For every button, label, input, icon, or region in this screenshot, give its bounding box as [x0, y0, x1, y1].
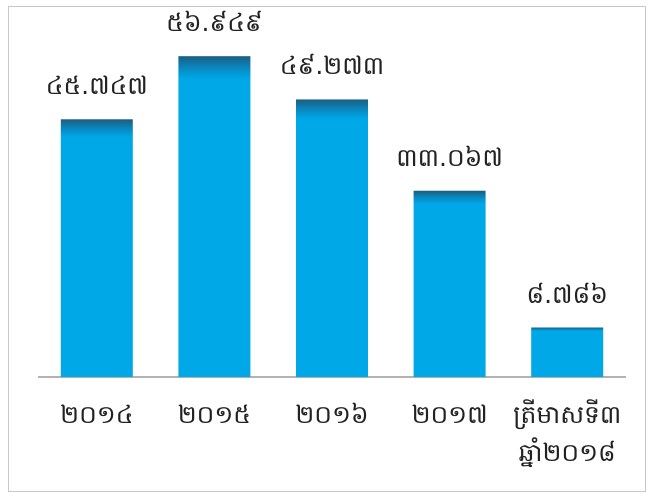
- bar: [178, 56, 251, 377]
- chart-frame: [8, 6, 646, 492]
- value-label: ៤៩.២៧៣: [279, 51, 385, 81]
- x-tick-label: ត្រីមាសទី៣ ឆ្នាំ២០១៨: [513, 400, 622, 467]
- bar: [296, 99, 368, 377]
- value-label: ៣៣.០៦៧: [396, 142, 503, 172]
- bar: [60, 119, 133, 377]
- x-tick-label: ២០១៦: [295, 400, 369, 429]
- bar: [413, 190, 486, 377]
- value-label: ៤៥.៧៤៧: [45, 71, 148, 101]
- x-tick-label: ២០១៤: [60, 400, 134, 429]
- value-label: ៥៦.៩៤៩: [166, 8, 263, 38]
- x-tick-label: ២០១៧: [411, 400, 488, 429]
- x-tick-label: ២០១៥: [177, 400, 252, 429]
- bar: [531, 327, 604, 377]
- value-label: ៨.៧៨៦: [526, 279, 608, 309]
